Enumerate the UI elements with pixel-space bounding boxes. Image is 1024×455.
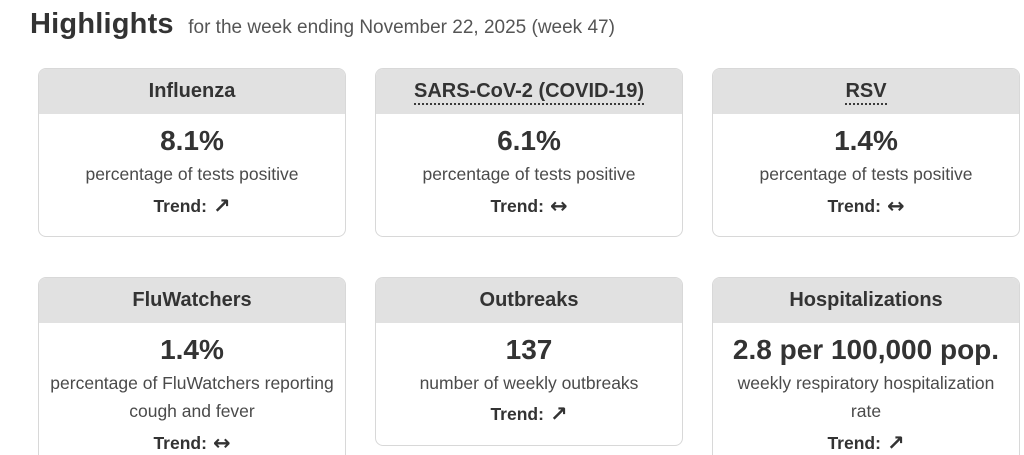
card-body: 6.1% percentage of tests positive Trend:… xyxy=(376,114,682,236)
card-header: Hospitalizations xyxy=(713,278,1019,324)
trend-label: Trend: xyxy=(827,433,881,454)
card-title-rsv-term[interactable]: RSV xyxy=(845,80,887,106)
highlight-card-outbreaks: Outbreaks 137 number of weekly outbreaks… xyxy=(375,277,683,447)
trend-label: Trend: xyxy=(153,195,207,216)
card-trend: Trend: ↗ xyxy=(386,398,672,432)
card-description: percentage of tests positive xyxy=(759,163,973,184)
card-description: percentage of FluWatchers reporting coug… xyxy=(50,372,334,422)
trend-label: Trend: xyxy=(153,433,207,454)
card-title-sars-cov-2-term[interactable]: SARS-CoV-2 (COVID-19) xyxy=(413,80,645,106)
card-description: number of weekly outbreaks xyxy=(419,372,639,393)
card-value: 8.1% xyxy=(160,125,224,157)
card-value: 1.4% xyxy=(834,125,898,157)
card-trend: Trend: ↗ xyxy=(723,427,1009,455)
card-body: 2.8 per 100,000 pop. weekly respiratory … xyxy=(713,323,1019,455)
trend-label: Trend: xyxy=(490,404,544,425)
card-title-fluwatchers: FluWatchers xyxy=(132,289,252,312)
page-header: Highlights for the week ending November … xyxy=(30,8,1020,41)
trend-increasing-arrow-icon: ↗ xyxy=(212,193,231,218)
card-body: 1.4% percentage of tests positive Trend:… xyxy=(713,114,1019,236)
card-title-influenza: Influenza xyxy=(148,80,236,103)
card-description: percentage of tests positive xyxy=(422,163,636,184)
highlight-card-rsv: RSV 1.4% percentage of tests positive Tr… xyxy=(712,68,1020,238)
card-description: weekly respiratory hospitalization rate xyxy=(737,372,995,422)
card-trend: Trend: ↗ xyxy=(49,190,335,224)
card-trend: Trend: ↔ xyxy=(49,427,335,455)
trend-label: Trend: xyxy=(827,195,881,216)
card-body: 8.1% percentage of tests positive Trend:… xyxy=(39,114,345,236)
card-trend: Trend: ↔ xyxy=(386,190,672,224)
highlight-card-fluwatchers: FluWatchers 1.4% percentage of FluWatche… xyxy=(38,277,346,455)
card-title-outbreaks: Outbreaks xyxy=(479,289,579,312)
card-value: 1.4% xyxy=(160,334,224,366)
card-trend: Trend: ↔ xyxy=(723,190,1009,224)
trend-stable-arrow-icon: ↔ xyxy=(212,431,231,455)
card-value: 2.8 per 100,000 pop. xyxy=(732,334,1000,366)
trend-stable-arrow-icon: ↔ xyxy=(886,193,905,218)
highlight-card-hospitalizations: Hospitalizations 2.8 per 100,000 pop. we… xyxy=(712,277,1020,455)
card-body: 137 number of weekly outbreaks Trend: ↗ xyxy=(376,323,682,445)
card-value: 137 xyxy=(505,334,553,366)
highlight-card-sars-cov-2: SARS-CoV-2 (COVID-19) 6.1% percentage of… xyxy=(375,68,683,238)
card-description: percentage of tests positive xyxy=(85,163,299,184)
highlight-card-influenza: Influenza 8.1% percentage of tests posit… xyxy=(38,68,346,238)
card-header: FluWatchers xyxy=(39,278,345,324)
page-subtitle: for the week ending November 22, 2025 (w… xyxy=(188,17,615,38)
trend-increasing-arrow-icon: ↗ xyxy=(886,431,905,455)
trend-increasing-arrow-icon: ↗ xyxy=(549,402,568,427)
card-header: Influenza xyxy=(39,69,345,115)
card-body: 1.4% percentage of FluWatchers reporting… xyxy=(39,323,345,455)
card-header: SARS-CoV-2 (COVID-19) xyxy=(376,69,682,115)
card-value: 6.1% xyxy=(497,125,561,157)
card-title-hospitalizations: Hospitalizations xyxy=(789,289,943,312)
highlight-cards-grid: Influenza 8.1% percentage of tests posit… xyxy=(38,68,1020,455)
card-header: RSV xyxy=(713,69,1019,115)
trend-label: Trend: xyxy=(490,195,544,216)
page-title: Highlights xyxy=(30,8,174,40)
card-header: Outbreaks xyxy=(376,278,682,324)
trend-stable-arrow-icon: ↔ xyxy=(549,193,568,218)
